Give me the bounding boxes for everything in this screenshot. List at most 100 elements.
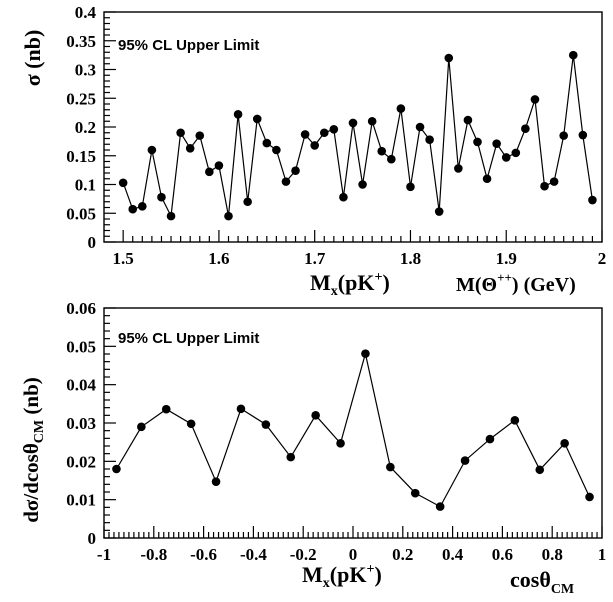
top-x-axis-title-secondary: M(Θ++) (GeV) (456, 270, 576, 296)
top-data-point (559, 131, 568, 140)
bottom-data-point (336, 439, 345, 448)
bottom-data-point (485, 434, 495, 444)
top-data-point (224, 211, 233, 221)
bottom-data-point (386, 462, 395, 472)
bottom-y-axis-title: dσ/dcosθCM (nb) (19, 377, 47, 523)
top-data-point (195, 131, 205, 140)
bottom-y-tick-label: 0.03 (66, 414, 96, 433)
top-data-point (549, 177, 559, 186)
bottom-y-tick-labels: 0 0.01 0.02 0.03 0.04 0.05 0.06 (66, 299, 96, 548)
bottom-data-point (186, 419, 196, 429)
bottom-x-tick-label: 0 (349, 545, 358, 564)
top-data-point (540, 181, 549, 191)
bottom-data-point (211, 477, 221, 486)
top-data-point (501, 153, 511, 162)
top-x-axis-title: Mx(pK+) (310, 270, 390, 299)
top-y-tick-label: 0.05 (66, 204, 96, 223)
bottom-data-point (535, 465, 545, 475)
top-annotation: 95% CL Upper Limit (118, 37, 259, 54)
bottom-x-tick-label: 0.4 (442, 545, 464, 564)
top-data-point (272, 145, 281, 155)
top-data-point (128, 204, 138, 214)
bottom-series-points (112, 349, 594, 511)
bottom-x-axis-title: Mx(pK+) (302, 562, 382, 591)
bottom-y-tick-label: 0.05 (66, 337, 96, 356)
bottom-x-tick-label: 0.2 (392, 545, 413, 564)
top-data-point (329, 125, 339, 134)
bottom-data-point (161, 404, 171, 414)
bottom-data-point (137, 422, 146, 432)
top-data-point (387, 154, 396, 164)
top-y-tick-label: 0.35 (66, 32, 96, 51)
top-y-axis-title: σ (nb) (20, 30, 45, 87)
bottom-x-axis-title-secondary: cosθCM (510, 567, 574, 597)
top-data-point (205, 167, 214, 177)
bottom-x-tick-label: 0.6 (492, 545, 513, 564)
bottom-data-point (361, 349, 370, 358)
top-data-point (118, 178, 128, 188)
bottom-ticks (103, 307, 603, 539)
top-plot-frame (103, 11, 603, 243)
top-data-point (185, 143, 195, 153)
top-y-tick-label: 0 (88, 233, 97, 252)
top-data-point (262, 138, 272, 148)
bottom-y-tick-label: 0.04 (66, 376, 96, 395)
bottom-y-tick-label: 0.02 (66, 452, 96, 471)
top-data-point (377, 146, 387, 156)
top-data-point (482, 174, 492, 184)
top-y-tick-label: 0.3 (75, 61, 96, 80)
top-x-tick-label: 1.5 (113, 249, 134, 268)
bottom-data-point (435, 502, 445, 511)
top-data-point (521, 124, 530, 134)
top-data-point (348, 118, 358, 128)
top-data-point (568, 50, 578, 60)
top-data-point (578, 130, 588, 140)
top-data-point (425, 135, 434, 144)
bottom-data-point (560, 439, 569, 448)
top-data-point (588, 195, 597, 205)
top-x-tick-label: 1.9 (496, 249, 517, 268)
top-data-point (415, 122, 425, 132)
bottom-x-tick-labels: -1 -0.8 -0.6 -0.4 -0.2 0 0.2 0.4 0.6 0.8 1 (97, 545, 606, 564)
top-data-point (166, 211, 176, 221)
top-data-point (291, 166, 300, 175)
bottom-x-tick-label: -0.2 (290, 545, 317, 564)
top-data-point (339, 192, 348, 202)
bottom-y-tick-label: 0.01 (66, 491, 96, 510)
bottom-plot-frame (103, 307, 603, 539)
top-y-tick-label: 0.1 (75, 176, 96, 195)
top-data-point (300, 130, 310, 139)
bottom-y-tick-label: 0 (88, 529, 97, 548)
top-data-point (396, 104, 406, 113)
bottom-data-point (112, 464, 121, 474)
bottom-data-point (410, 488, 420, 498)
top-y-tick-label: 0.15 (66, 147, 96, 166)
bottom-x-tick-label: 1 (598, 545, 607, 564)
top-data-point (214, 161, 224, 170)
bottom-data-point (585, 492, 594, 502)
top-y-tick-label: 0.4 (75, 3, 97, 22)
top-data-point (473, 137, 482, 147)
bottom-data-point (510, 416, 520, 425)
bottom-x-tick-label: -1 (97, 545, 111, 564)
bottom-data-point (261, 420, 271, 429)
top-data-point (281, 177, 291, 186)
bottom-x-tick-label: -0.4 (240, 545, 267, 564)
bottom-x-tick-label: -0.8 (140, 545, 167, 564)
top-data-point (454, 164, 463, 173)
top-data-point (243, 197, 252, 207)
top-data-point (176, 128, 185, 138)
bottom-x-tick-label: 0.8 (542, 545, 563, 564)
top-data-point (406, 182, 415, 192)
bottom-y-tick-label: 0.06 (66, 299, 96, 318)
top-data-point (530, 95, 540, 104)
top-x-tick-label: 1.7 (304, 249, 326, 268)
top-data-point (358, 180, 367, 189)
top-data-point (444, 53, 454, 63)
top-data-point (310, 141, 319, 150)
bottom-panel: 0 0.01 0.02 0.03 0.04 0.05 0.06 -1 -0.8 -0.6 -0.4… (19, 299, 606, 597)
top-data-point (511, 148, 521, 158)
top-y-tick-label: 0.2 (75, 118, 96, 137)
top-data-point (463, 115, 473, 125)
